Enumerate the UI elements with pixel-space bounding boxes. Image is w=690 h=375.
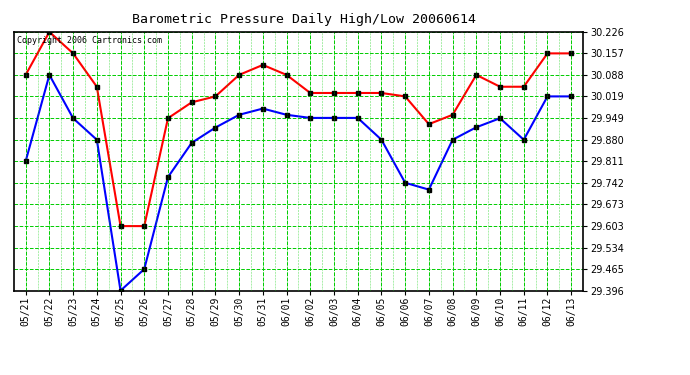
Text: Barometric Pressure Daily High/Low 20060614: Barometric Pressure Daily High/Low 20060… [132,13,475,26]
Text: Copyright 2006 Cartronics.com: Copyright 2006 Cartronics.com [17,36,161,45]
